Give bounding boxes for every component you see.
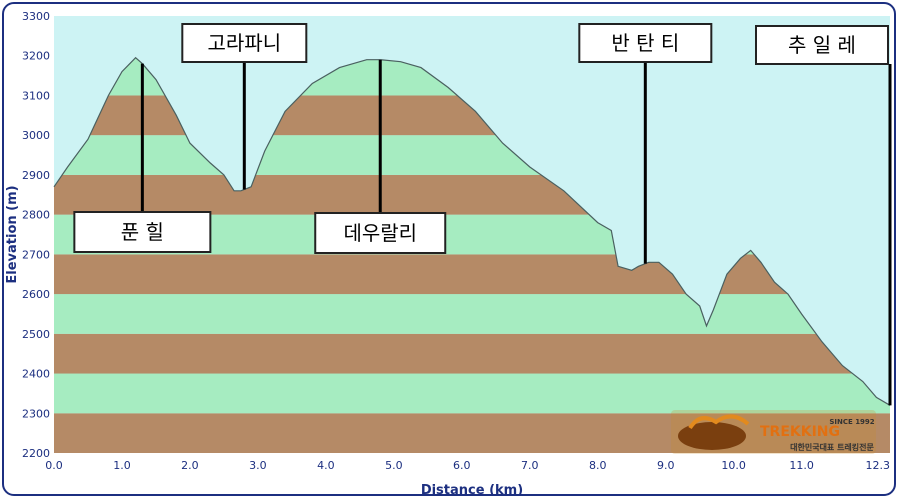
waypoint-label: 고라파니 (208, 31, 282, 55)
y-axis-ticks: 2200 2300 2400 2500 2600 2700 2800 2900 3000 3100… (22, 10, 50, 460)
y-tick-label: 2900 (22, 169, 50, 182)
y-tick-label: 2500 (22, 328, 50, 341)
waypoint-annotation: 반 탄 티 (578, 23, 713, 264)
x-tick-label: 7.0 (521, 459, 539, 472)
trekking-logo: TREKKING SINCE 1992 대한민국대표 트레킹전문 (671, 410, 876, 454)
x-tick-label: 5.0 (385, 459, 403, 472)
x-tick-label: 12.3 (866, 459, 891, 472)
x-tick-label: 9.0 (657, 459, 675, 472)
y-axis-label: Elevation (m) (5, 185, 20, 283)
logo-tagline: 대한민국대표 트레킹전문 (790, 442, 874, 452)
elevation-profile-line (53, 56, 891, 406)
y-tick-label: 2400 (22, 368, 50, 381)
elevation-band (54, 373, 890, 414)
x-tick-label: 0.0 (45, 459, 63, 472)
bull-horns-icon (688, 414, 750, 430)
waypoint-annotation: 고라파니 (181, 23, 308, 190)
x-tick-label: 3.0 (249, 459, 267, 472)
y-tick-label: 2300 (22, 407, 50, 420)
y-tick-label: 2700 (22, 248, 50, 261)
x-axis-label: Distance (km) (421, 483, 523, 498)
waypoint-label-box (73, 211, 212, 253)
waypoint-annotation: 데우랄리 (314, 59, 447, 254)
waypoint-label-box (755, 25, 889, 65)
waypoint-label: 추 일 레 (788, 33, 856, 57)
logo-since: SINCE 1992 (829, 418, 874, 426)
waypoint-label: 푼 힐 (121, 220, 164, 244)
bull-icon (678, 422, 746, 450)
waypoint-label-box (314, 212, 447, 254)
x-tick-label: 4.0 (317, 459, 335, 472)
waypoint-label-box (181, 23, 308, 63)
y-tick-label: 3000 (22, 129, 50, 142)
x-tick-label: 10.0 (721, 459, 746, 472)
waypoint-annotation: 푼 힐 (73, 63, 212, 253)
waypoint-annotation: 추 일 레 (755, 25, 892, 406)
x-tick-label: 11.0 (789, 459, 814, 472)
elevation-band (54, 254, 890, 295)
elevation-band (54, 333, 890, 374)
waypoint-label: 반 탄 티 (611, 31, 679, 55)
waypoint-label-box (578, 23, 713, 63)
x-axis-ticks: 0.0 1.0 2.0 3.0 4.0 5.0 6.0 7.0 8.0 9.0 10.0 11.0 12… (45, 459, 890, 472)
y-tick-label: 3100 (22, 89, 50, 102)
y-tick-label: 3300 (22, 10, 50, 23)
logo-name: TREKKING (760, 424, 840, 440)
elevation-band (54, 294, 890, 334)
elevation-band (54, 413, 890, 453)
x-tick-label: 6.0 (453, 459, 471, 472)
y-tick-label: 2800 (22, 209, 50, 222)
waypoint-label: 데우랄리 (343, 221, 417, 245)
x-tick-label: 8.0 (589, 459, 607, 472)
x-tick-label: 2.0 (181, 459, 199, 472)
y-tick-label: 2200 (22, 447, 50, 460)
y-tick-label: 2600 (22, 288, 50, 301)
x-tick-label: 1.0 (113, 459, 131, 472)
y-tick-label: 3200 (22, 50, 50, 63)
